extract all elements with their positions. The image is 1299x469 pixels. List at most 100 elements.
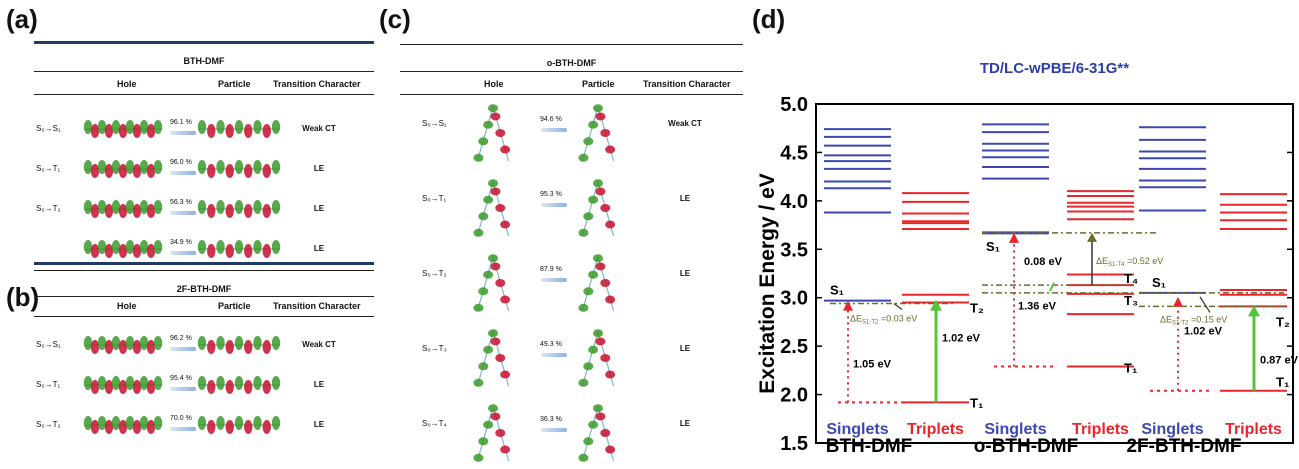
y-axis-label: Excitation Energy / eV (756, 173, 779, 394)
panel-a-header-particle: Particle (218, 79, 251, 89)
obth-gap-1: 1.36 eV (1018, 300, 1057, 312)
panel-a-row-2-state: S₀→T₂ (36, 204, 61, 213)
panel-a-row-0-particle-orbital (196, 115, 282, 148)
2f-delta-e-value: =0.15 eV (1191, 314, 1227, 324)
panel-c-row-4-arrow (541, 428, 567, 432)
panel-a-row-1-character: LE (313, 164, 325, 173)
panel-c-row-0-arrow (541, 128, 567, 132)
panel-a-row-2-arrow (170, 211, 196, 215)
panel-a-row-3-arrow (170, 251, 196, 255)
panel-b-row-2-hole-orbital (82, 411, 164, 444)
bth-gap-2: 1.02 eV (942, 332, 981, 344)
y-tick-label-4: 3.5 (780, 239, 808, 261)
panel-a-header-character: Transition Character (273, 79, 361, 89)
panel-b-row-0-state: S₀→S₁ (36, 340, 61, 349)
obth-t1-label: T₁ (1124, 360, 1137, 375)
panel-label-c: (c) (379, 4, 411, 34)
panel-a-header-hole: Hole (117, 79, 137, 89)
panel-b-row-0-percentage: 96.2 % (170, 335, 192, 342)
panel-b-row-1-arrow (170, 387, 196, 391)
panel-c-row-0-state: S₀→S₁ (422, 119, 447, 128)
panel-a-row-1-state: S₀→T₁ (36, 164, 61, 173)
panel-c-row-1-particle-orbital (572, 177, 624, 244)
panel-a-row-2-percentage: 56.3 % (170, 199, 192, 206)
panel-c-row-3-character: LE (679, 344, 691, 353)
panel-b-row-1-particle-orbital (196, 371, 282, 404)
category-label-2: 2F-BTH-DMF (1126, 436, 1241, 456)
panel-a-row-0-character: Weak CT (302, 124, 336, 133)
obth-delta-e-label: ΔE (1096, 256, 1108, 266)
panel-b-row-2-particle-orbital (196, 411, 282, 444)
panel-a-top-rule (34, 41, 374, 44)
plot-frame (815, 103, 1294, 444)
panel-b-row-0-character: Weak CT (302, 340, 336, 349)
panel-a-row-0-hole-orbital (82, 115, 164, 148)
panel-c-row-0-character: Weak CT (668, 119, 702, 128)
panel-b-row-1-percentage: 95.4 % (170, 375, 192, 382)
panel-c-row-3-state: S₀→T₃ (422, 344, 447, 353)
2F-BTH-DMF-triplets-label: Triplets (1225, 421, 1282, 438)
2f-olive-arrow (1199, 296, 1211, 313)
panel-a-row-3-particle-orbital (196, 235, 282, 268)
y-tick-label-1: 2.0 (780, 385, 808, 407)
2f-t1-label: T₁ (1276, 375, 1289, 390)
bth-s1-arrowhead (843, 300, 853, 311)
panel-a-bottom-rule (34, 262, 374, 265)
panel-b-row-2-character: LE (313, 420, 325, 429)
panel-b-row-0-particle-orbital (196, 331, 282, 364)
panel-b-top-rule (34, 270, 374, 271)
panel-a-row-1-percentage: 96.0 % (170, 159, 192, 166)
panel-c-row-2-arrow (541, 278, 567, 282)
y-tick-label-6: 4.5 (780, 142, 808, 164)
y-tick-label-7: 5.0 (780, 94, 808, 116)
panel-c-row-0-hole-orbital (467, 102, 519, 169)
panel-c-title-rule (400, 71, 743, 72)
panel-c-row-3-percentage: 49.3 % (540, 341, 562, 348)
panel-a-row-3-character: LE (313, 244, 325, 253)
panel-c-row-0-percentage: 94.6 % (540, 116, 562, 123)
panel-c-row-1-arrow (541, 203, 567, 207)
panel-b-row-1-state: S₀→T₁ (36, 380, 61, 389)
panel-c-row-3-arrow (541, 353, 567, 357)
panel-b-title-rule (34, 296, 374, 297)
2F-BTH-DMF-singlets-label: Singlets (1141, 421, 1203, 438)
panel-a-row-0-arrow (170, 131, 196, 135)
2f-green-arrowhead (1248, 305, 1260, 317)
bth-green-arrowhead (930, 299, 942, 311)
obth-s1-label: S₁ (986, 239, 1000, 254)
panel-label-d: (d) (752, 4, 786, 34)
bth-olive-arrow (893, 303, 903, 311)
BTH-DMF-triplets-label: Triplets (907, 421, 964, 438)
panel-b-row-1-character: LE (313, 380, 325, 389)
bth-delta-e-label: ΔE (850, 314, 862, 324)
panel-c-row-4-hole-orbital (467, 402, 519, 469)
panel-c-row-2-particle-orbital (572, 252, 624, 319)
panel-b-title: 2F-BTH-DMF (176, 284, 232, 294)
category-label-1: o-BTH-DMF (974, 436, 1078, 456)
panel-a-row-0-percentage: 96.1 % (170, 119, 192, 126)
panel-a-row-3-percentage: 34.9 % (170, 239, 192, 246)
panel-c-row-3-hole-orbital (467, 327, 519, 394)
panel-c-row-2-percentage: 87.9 % (540, 266, 562, 273)
panel-a-row-2-character: LE (313, 204, 325, 213)
panel-c-row-1-hole-orbital (467, 177, 519, 244)
2f-gap-2: 0.87 eV (1260, 355, 1299, 367)
bth-gap-1: 1.05 eV (853, 358, 892, 370)
panel-b-header-rule (34, 316, 374, 317)
obth-delta-e-value: =0.52 eV (1127, 256, 1163, 266)
y-tick-label-2: 2.5 (780, 336, 808, 358)
panel-c-row-3-particle-orbital (572, 327, 624, 394)
panel-b-row-2-percentage: 70.0 % (170, 415, 192, 422)
chart-title: TD/LC-wPBE/6-31G** (980, 60, 1129, 77)
panel-c-header-particle: Particle (582, 79, 615, 89)
obth-delta-arrowhead (1087, 232, 1097, 242)
o-BTH-DMF-triplets-label: Triplets (1072, 421, 1129, 438)
panel-a-row-2-particle-orbital (196, 195, 282, 228)
bth-s1-label: S₁ (830, 283, 844, 298)
panel-label-b: (b) (6, 282, 40, 312)
y-tick-label-0: 1.5 (780, 433, 808, 455)
2f-gap-1: 1.02 eV (1184, 326, 1223, 338)
panel-b-row-1-hole-orbital (82, 371, 164, 404)
panel-c-row-4-state: S₀→T₄ (422, 419, 447, 428)
panel-b-row-2-arrow (170, 427, 196, 431)
